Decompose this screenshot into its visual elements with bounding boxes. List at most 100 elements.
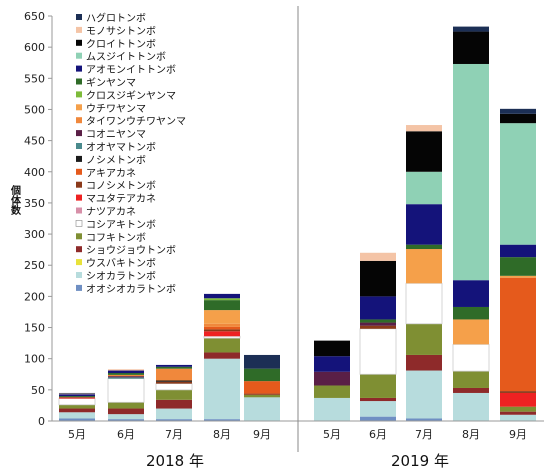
bar-segment: [500, 244, 536, 258]
bar-segment: [108, 373, 144, 375]
bar-segment: [453, 306, 489, 320]
bar-segment: [500, 108, 536, 114]
bar-segment: [108, 419, 144, 421]
x-tick-label: 7月: [415, 428, 433, 441]
legend-label: アキアカネ: [86, 167, 136, 179]
bar-segment: [204, 329, 240, 332]
legend-label: ハグロトンボ: [86, 12, 146, 25]
legend-swatch: [76, 181, 82, 188]
bar-segment: [500, 277, 536, 392]
legend-swatch: [76, 130, 82, 137]
bar-segment: [453, 392, 489, 421]
y-tick-label: 400: [24, 166, 45, 179]
bar-segment: [360, 260, 396, 297]
bar-segment: [244, 394, 280, 398]
bar-segment: [359, 328, 397, 375]
bar-segment: [314, 340, 350, 357]
legend-swatch: [76, 259, 82, 266]
y-tick-label: 200: [24, 290, 45, 303]
legend-swatch: [76, 207, 82, 214]
bar-segment: [360, 397, 396, 402]
bar-segment: [500, 257, 536, 276]
bar-segment: [156, 419, 192, 421]
bar-segment: [405, 282, 443, 325]
bar-segment: [244, 381, 280, 394]
x-tick-label: 7月: [165, 428, 183, 441]
legend-swatch: [76, 39, 82, 46]
legend-label: コシアキトンボ: [86, 219, 156, 231]
legend-label: ノシメトンボ: [86, 154, 146, 166]
legend-label: オオヤマトンボ: [86, 142, 156, 154]
bar-segment: [500, 406, 536, 412]
bar-segment: [204, 352, 240, 359]
bar-segment: [204, 358, 240, 420]
y-tick-label: 600: [24, 41, 45, 54]
bar-segment: [204, 323, 240, 327]
bar-segment: [108, 374, 144, 377]
bar-segment: [500, 411, 536, 415]
x-tick-label: 6月: [369, 428, 387, 441]
bar-segment: [244, 354, 280, 369]
x-tick-label: 5月: [323, 428, 341, 441]
bar-segment: [500, 123, 536, 245]
x-tick-label: 5月: [68, 428, 86, 441]
bar-segment: [406, 131, 442, 172]
legend-swatch: [76, 233, 82, 240]
y-axis-title: 個体数: [9, 184, 22, 216]
bar-segment: [156, 381, 192, 384]
bar-segment: [204, 300, 240, 311]
bar-segment: [203, 335, 241, 339]
bar-segment: [59, 396, 95, 398]
y-tick-label: 0: [38, 415, 45, 428]
legend-label: ナツアカネ: [86, 206, 136, 218]
bar-segment: [156, 368, 192, 381]
bar-segment: [59, 393, 95, 395]
bar-segment: [406, 244, 442, 250]
legend-swatch: [76, 246, 82, 253]
y-tick-label: 300: [24, 228, 45, 241]
bar-segment: [360, 319, 396, 323]
bar-segment: [406, 249, 442, 284]
year-labels: 2018 年 2019 年: [146, 452, 449, 470]
bar-segment: [406, 323, 442, 355]
legend-label: コフキトンボ: [86, 232, 146, 244]
bar-segment: [156, 364, 192, 367]
bar-segment: [108, 414, 144, 420]
x-tick-label: 9月: [253, 428, 271, 441]
bar-segment: [360, 374, 396, 398]
bar-segment: [59, 418, 95, 421]
year-label: 2019 年: [391, 452, 449, 470]
plot-area: [58, 26, 536, 421]
bar-segment: [406, 125, 442, 132]
bar-segment: [360, 322, 396, 326]
bar-segment: [453, 63, 489, 281]
legend-swatch: [76, 65, 82, 72]
bar-segment: [204, 419, 240, 421]
bar-segment: [59, 392, 95, 394]
legend-swatch: [76, 155, 82, 162]
bar-segment: [156, 408, 192, 420]
y-axis: 0 50 100 150 200 250 300 350 400 450 500 550 600 650 5…: [24, 6, 544, 452]
legend-label: アオモンイトトンボ: [86, 64, 176, 76]
legend-swatch: [76, 14, 82, 20]
legend-swatch: [75, 220, 83, 227]
legend-label: マユタテアカネ: [86, 193, 156, 205]
y-tick-label: 450: [24, 135, 45, 148]
legend-label: ショウジョウトンボ: [86, 245, 176, 257]
x-tick-label: 9月: [509, 428, 527, 441]
bar-segment: [58, 398, 96, 406]
bar-segment: [244, 368, 280, 382]
legend-swatch: [76, 272, 82, 278]
legend-swatch: [76, 91, 82, 98]
bar-segment: [360, 325, 396, 329]
bar-segment: [108, 369, 144, 371]
bar-segment: [108, 408, 144, 415]
x-tick-label: 8月: [213, 428, 231, 441]
legend: ハグロトンボモノサシトンボクロイトトンボムスジイトトンボアオモンイトトンボギンヤ…: [75, 12, 186, 295]
y-tick-label: 550: [24, 72, 45, 85]
bar-segment: [156, 399, 192, 409]
bar-segment: [406, 418, 442, 421]
y-tick-label: 50: [31, 384, 45, 397]
bar-segment: [360, 296, 396, 320]
